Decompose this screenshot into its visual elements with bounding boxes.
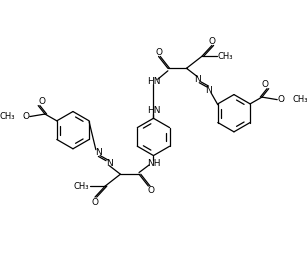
- Text: N: N: [95, 148, 102, 157]
- Text: HN: HN: [147, 106, 160, 115]
- Text: O: O: [91, 198, 99, 207]
- Text: N: N: [205, 86, 212, 95]
- Text: NH: NH: [147, 159, 160, 168]
- Text: O: O: [277, 95, 284, 104]
- Text: O: O: [262, 80, 269, 89]
- Text: CH₃: CH₃: [292, 95, 307, 104]
- Text: CH₃: CH₃: [0, 112, 14, 121]
- Text: O: O: [23, 112, 30, 121]
- Text: O: O: [208, 37, 216, 46]
- Text: N: N: [106, 159, 113, 168]
- Text: HN: HN: [147, 77, 160, 85]
- Text: O: O: [155, 48, 162, 57]
- Text: O: O: [38, 97, 45, 106]
- Text: CH₃: CH₃: [218, 52, 233, 61]
- Text: CH₃: CH₃: [74, 182, 89, 190]
- Text: O: O: [147, 186, 154, 195]
- Text: N: N: [194, 75, 201, 84]
